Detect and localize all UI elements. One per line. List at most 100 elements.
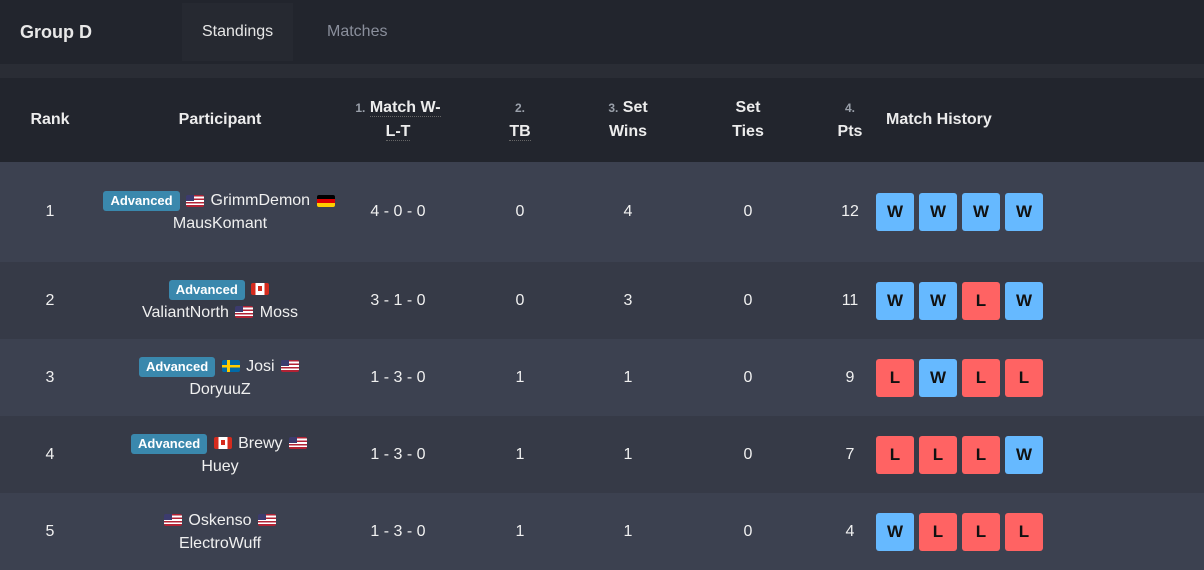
pts-cell: 9 <box>845 368 855 386</box>
flag-us-icon <box>163 514 182 527</box>
advanced-badge: Advanced <box>139 356 216 377</box>
loss-badge[interactable]: L <box>962 281 1000 320</box>
win-badge[interactable]: W <box>876 512 914 551</box>
col-match-history: Match History <box>886 111 992 128</box>
set-ties-cell: 0 <box>743 291 753 309</box>
player-name[interactable]: DoryuuZ <box>189 380 251 398</box>
win-badge[interactable]: W <box>919 193 957 231</box>
player-name[interactable]: ElectroWuff <box>178 534 262 552</box>
rank-cell: 3 <box>45 368 55 386</box>
rank-cell: 4 <box>45 445 55 463</box>
col-set-wins[interactable]: 3. Set Wins <box>608 99 648 140</box>
tb-cell: 1 <box>515 368 525 386</box>
loss-badge[interactable]: L <box>962 512 1000 551</box>
set-ties-cell: 0 <box>743 203 753 220</box>
win-badge[interactable]: W <box>919 281 957 320</box>
loss-badge[interactable]: L <box>1005 358 1043 397</box>
advanced-badge: Advanced <box>131 433 208 454</box>
set-wins-cell: 1 <box>623 368 633 386</box>
flag-us-icon <box>186 194 205 207</box>
table-row: 2 Advanced ValiantNorth Moss 3 - 1 - 0 0 3 0… <box>0 262 1204 339</box>
win-badge[interactable]: W <box>1005 281 1043 320</box>
player-name[interactable]: GrimmDemon <box>210 192 311 209</box>
loss-badge[interactable]: L <box>876 358 914 397</box>
participant-cell: Oskenso ElectroWuff <box>100 493 340 570</box>
col-set-ties[interactable]: Set Ties <box>732 99 764 140</box>
advanced-badge: Advanced <box>168 279 245 300</box>
player-name[interactable]: Moss <box>259 303 298 321</box>
flag-us-icon <box>258 514 277 527</box>
flag-se-icon <box>221 360 240 373</box>
pts-cell: 4 <box>845 522 855 540</box>
divider <box>0 64 1204 78</box>
set-ties-cell: 0 <box>743 445 753 463</box>
loss-badge[interactable]: L <box>919 435 957 474</box>
flag-us-icon <box>280 360 299 373</box>
player-name[interactable]: Josi <box>246 357 275 375</box>
player-name[interactable]: ValiantNorth <box>142 303 229 321</box>
participant-cell: Advanced ValiantNorth Moss <box>100 262 340 339</box>
set-wins-cell: 1 <box>623 522 633 540</box>
top-bar: Group D Standings Matches <box>0 0 1204 64</box>
rank-cell: 5 <box>45 522 55 540</box>
tb-cell: 0 <box>515 291 525 309</box>
participant-cell: Advanced Josi DoryuuZ <box>100 339 340 416</box>
col-participant[interactable]: Participant <box>178 111 262 128</box>
player-name[interactable]: MausKomant <box>172 215 268 232</box>
table-row: 1 Advanced GrimmDemon MausKomant 4 - 0 - … <box>0 162 1204 262</box>
record-cell: 1 - 3 - 0 <box>370 368 426 386</box>
flag-ca-icon <box>213 437 232 450</box>
win-badge[interactable]: W <box>962 193 1000 231</box>
pts-cell: 11 <box>841 291 859 309</box>
win-badge[interactable]: W <box>876 193 914 231</box>
record-cell: 1 - 3 - 0 <box>370 522 426 540</box>
tb-cell: 0 <box>515 203 525 220</box>
advanced-badge: Advanced <box>103 191 180 211</box>
group-title: Group D <box>20 22 92 42</box>
table-header: Rank Participant 1. Match W- L-T 2. TB 3. … <box>0 78 1204 162</box>
flag-us-icon <box>288 437 307 450</box>
tb-cell: 1 <box>515 522 525 540</box>
col-tb[interactable]: 2. TB <box>509 101 531 141</box>
win-badge[interactable]: W <box>1005 435 1043 474</box>
rank-cell: 1 <box>45 203 55 220</box>
win-badge[interactable]: W <box>919 358 957 397</box>
win-badge[interactable]: W <box>1005 193 1043 231</box>
player-name[interactable]: Oskenso <box>188 511 252 529</box>
col-rank[interactable]: Rank <box>30 111 70 128</box>
win-badge[interactable]: W <box>876 281 914 320</box>
pts-cell: 7 <box>845 445 855 463</box>
col-pts[interactable]: 4. Pts <box>837 101 863 140</box>
set-ties-cell: 0 <box>743 368 753 386</box>
tab-standings[interactable]: Standings <box>182 3 294 61</box>
participant-cell: Advanced Brewy Huey <box>100 416 340 493</box>
participant-cell: Advanced GrimmDemon MausKomant <box>100 162 340 262</box>
flag-de-icon <box>316 194 335 207</box>
record-cell: 4 - 0 - 0 <box>370 203 426 220</box>
loss-badge[interactable]: L <box>962 358 1000 397</box>
loss-badge[interactable]: L <box>919 512 957 551</box>
loss-badge[interactable]: L <box>1005 512 1043 551</box>
flag-us-icon <box>235 306 254 319</box>
pts-cell: 12 <box>841 203 859 220</box>
record-cell: 1 - 3 - 0 <box>370 445 426 463</box>
col-match-wlt[interactable]: 1. Match W- L-T <box>355 99 441 141</box>
player-name[interactable]: Brewy <box>238 434 283 452</box>
player-name[interactable]: Huey <box>201 457 239 475</box>
set-wins-cell: 1 <box>623 445 633 463</box>
rank-cell: 2 <box>45 291 55 309</box>
loss-badge[interactable]: L <box>876 435 914 474</box>
set-wins-cell: 3 <box>623 291 633 309</box>
record-cell: 3 - 1 - 0 <box>370 291 426 309</box>
tab-matches[interactable]: Matches <box>327 23 388 40</box>
loss-badge[interactable]: L <box>962 435 1000 474</box>
flag-ca-icon <box>251 283 270 296</box>
